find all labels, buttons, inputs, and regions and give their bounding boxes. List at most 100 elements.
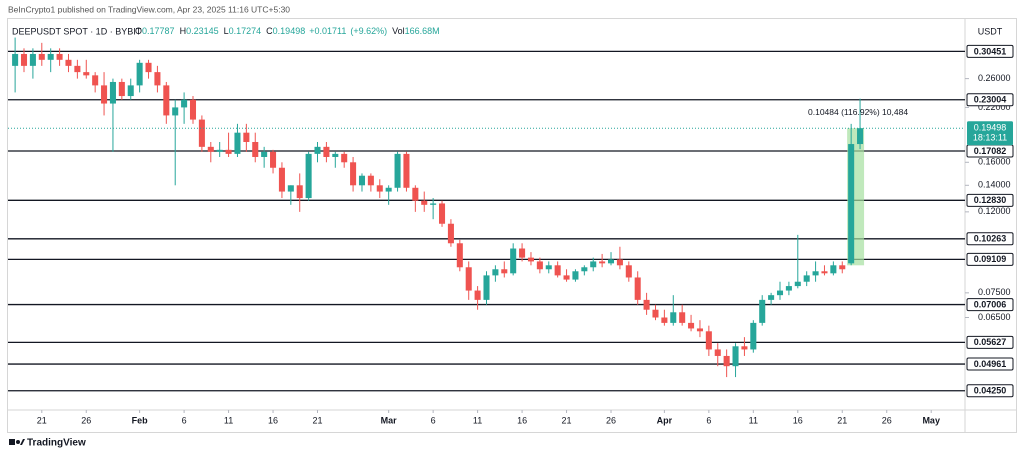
x-tick-label: Feb bbox=[132, 415, 149, 425]
level-label-box bbox=[966, 384, 1014, 398]
candle-body bbox=[501, 269, 508, 274]
level-label-box bbox=[966, 44, 1014, 58]
candle-body bbox=[723, 355, 730, 367]
footer-brand: TradingView bbox=[27, 438, 86, 449]
ohlc-value: 0.17787 bbox=[142, 26, 175, 36]
measure-label: 0.10484 (116.92%) 10,484 bbox=[808, 107, 908, 117]
y-tick-label: 0.26000 bbox=[978, 73, 1011, 83]
level-label-box bbox=[966, 298, 1014, 312]
level-label-box bbox=[966, 335, 1014, 349]
candle-body bbox=[358, 175, 366, 186]
candle-body bbox=[670, 312, 677, 323]
x-tick-label: 21 bbox=[837, 415, 847, 425]
candle-body bbox=[456, 243, 463, 268]
y-tick-label: 0.12000 bbox=[978, 206, 1011, 216]
unit-label: USDT bbox=[978, 26, 1003, 36]
candle-body bbox=[278, 167, 285, 192]
candle-body bbox=[545, 265, 552, 270]
candle-body bbox=[741, 346, 748, 350]
candle-body bbox=[305, 153, 312, 199]
candle-body bbox=[367, 175, 374, 186]
x-tick-label: 11 bbox=[473, 415, 482, 425]
candle-body bbox=[189, 99, 197, 120]
candle-body bbox=[616, 259, 623, 266]
candle-body bbox=[350, 162, 357, 186]
candle-body bbox=[20, 53, 28, 66]
level-label: 0.17082 bbox=[974, 146, 1007, 156]
candle-body bbox=[56, 53, 63, 60]
x-tick-label: 26 bbox=[606, 415, 616, 425]
candle-body bbox=[287, 185, 294, 192]
x-tick-label: 26 bbox=[81, 415, 91, 425]
x-tick-label: 6 bbox=[182, 415, 187, 425]
candle-body bbox=[821, 271, 828, 274]
ohlc-key: Vol bbox=[392, 26, 405, 36]
x-tick-label: 21 bbox=[313, 415, 323, 425]
candle-body bbox=[421, 200, 428, 205]
logo-shape bbox=[9, 439, 15, 445]
level-label: 0.07006 bbox=[974, 299, 1007, 309]
ohlc-value: 0.19498 bbox=[273, 26, 306, 36]
frame bbox=[7, 18, 1017, 433]
candle-body bbox=[492, 269, 499, 276]
x-tick-label: 16 bbox=[268, 415, 278, 425]
countdown-label: 18:13:11 bbox=[973, 133, 1007, 143]
y-tick-label: 0.16000 bbox=[978, 157, 1011, 167]
candle-body bbox=[101, 85, 108, 104]
candle-body bbox=[705, 331, 712, 350]
logo-dot bbox=[16, 440, 20, 444]
candle-body bbox=[225, 149, 232, 154]
ohlc-key: C bbox=[266, 26, 273, 36]
candle-body bbox=[234, 132, 241, 154]
candle-body bbox=[314, 146, 321, 154]
candle-body bbox=[447, 223, 454, 244]
candle-body bbox=[625, 265, 632, 278]
ohlc-value: 166.68M bbox=[405, 26, 440, 36]
candle-body bbox=[652, 309, 659, 318]
candle-body bbox=[563, 275, 570, 280]
candle-body bbox=[154, 72, 161, 86]
candle-body bbox=[109, 81, 116, 104]
candle-body bbox=[29, 53, 36, 66]
candle-body bbox=[74, 65, 81, 73]
symbol-title: DEEPUSDT SPOT · 1D · BYBIT bbox=[12, 26, 142, 36]
level-label: 0.12830 bbox=[974, 195, 1007, 205]
candle-body bbox=[848, 144, 855, 264]
level-label: 0.10263 bbox=[974, 234, 1007, 244]
level-label-box bbox=[966, 252, 1014, 266]
x-tick-label: 11 bbox=[749, 415, 758, 425]
candle-body bbox=[332, 153, 339, 157]
candle-body bbox=[412, 187, 419, 201]
ohlc-value: 0.23145 bbox=[186, 26, 219, 36]
candle-body bbox=[127, 85, 134, 97]
x-tick-label: 26 bbox=[882, 415, 892, 425]
candle-body bbox=[839, 265, 846, 270]
ohlc-value: 0.17274 bbox=[229, 26, 262, 36]
x-tick-label: May bbox=[922, 415, 940, 425]
candle-body bbox=[759, 299, 766, 323]
ohlc-key: H bbox=[180, 26, 187, 36]
level-label-box bbox=[966, 193, 1014, 207]
candle-body bbox=[661, 317, 668, 323]
candle-body bbox=[634, 277, 641, 300]
candle-body bbox=[323, 146, 330, 157]
candle-body bbox=[696, 328, 703, 332]
candle-body bbox=[679, 312, 686, 323]
candle-body bbox=[296, 185, 303, 199]
candle-body bbox=[599, 261, 606, 264]
level-label: 0.04961 bbox=[974, 359, 1007, 369]
level-label: 0.05627 bbox=[974, 337, 1007, 347]
x-tick-label: Apr bbox=[657, 415, 673, 425]
candle-body bbox=[216, 149, 223, 152]
candle-body bbox=[145, 62, 152, 73]
x-tick-label: 21 bbox=[562, 415, 572, 425]
candle-body bbox=[261, 151, 268, 157]
candle-body bbox=[430, 203, 437, 205]
candle-body bbox=[181, 99, 188, 108]
level-label-box bbox=[966, 93, 1014, 107]
candle-body bbox=[465, 267, 472, 291]
candle-body bbox=[643, 299, 650, 310]
candle-body bbox=[732, 346, 739, 367]
